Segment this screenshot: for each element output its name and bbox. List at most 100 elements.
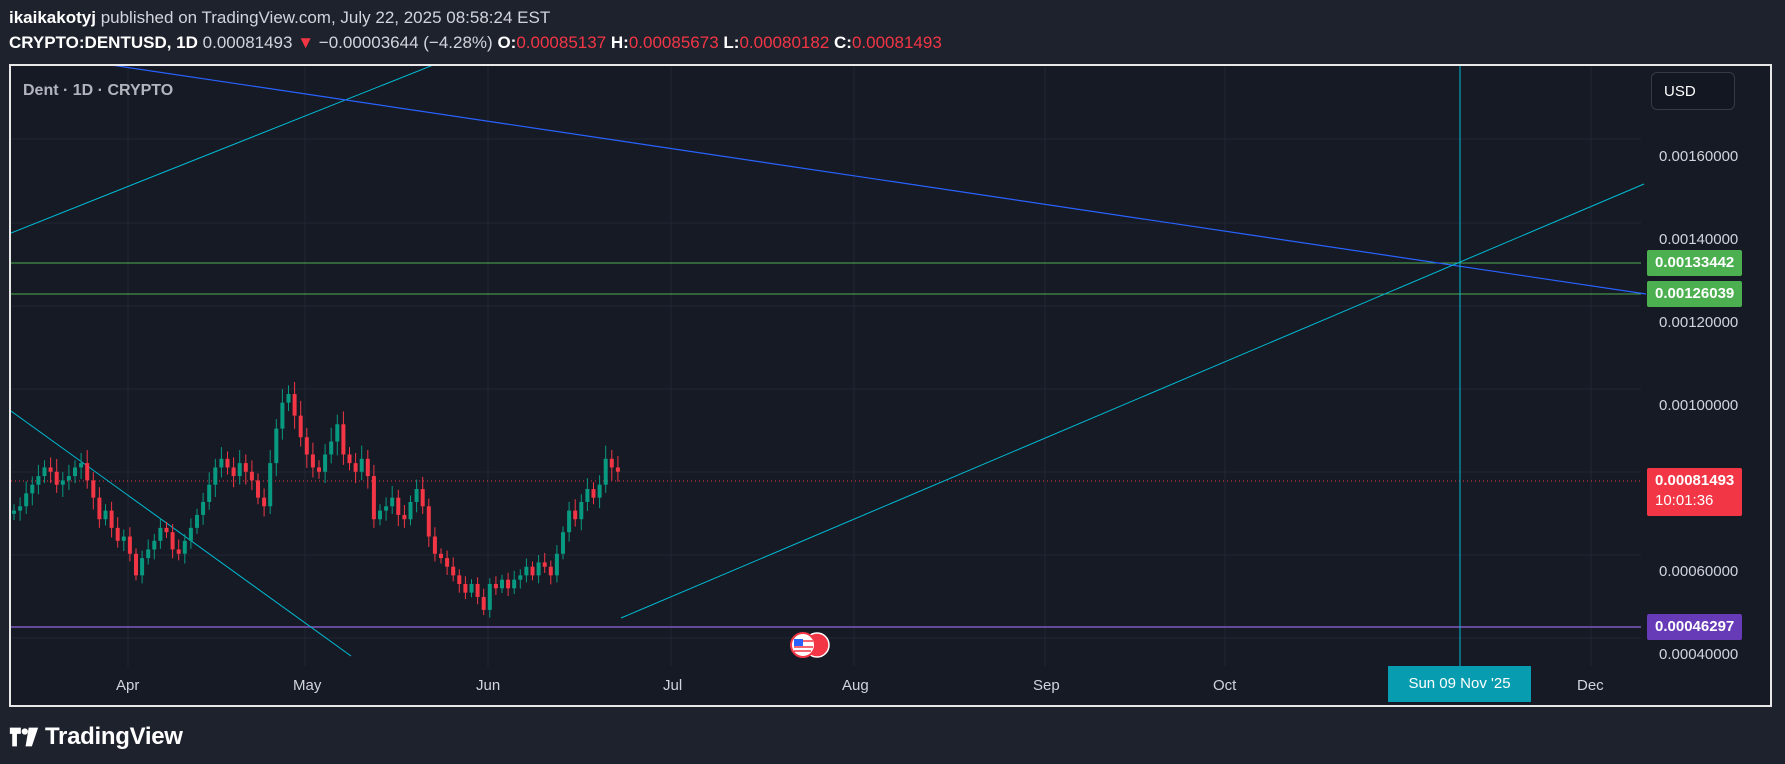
candle-body	[188, 527, 193, 541]
candle-body	[365, 458, 370, 477]
price-label-level-2[interactable]: 0.00126039	[1647, 281, 1743, 307]
candle-body	[530, 566, 535, 576]
candle-body	[536, 562, 541, 576]
candle-body	[518, 575, 523, 580]
economic-events[interactable]	[783, 630, 843, 660]
candle-body	[384, 506, 389, 511]
footer: TradingView	[9, 722, 183, 752]
candle-body	[274, 428, 279, 464]
publish-info: ikaikakotyj published on TradingView.com…	[9, 8, 550, 28]
candle-body	[445, 558, 450, 567]
y-tick-label: 0.00120000	[1659, 314, 1739, 331]
candle-body	[109, 510, 114, 528]
candle-body	[378, 510, 382, 520]
candle-body	[36, 476, 41, 485]
candle-body	[439, 553, 443, 559]
price-label-support[interactable]: 0.00046297	[1647, 614, 1743, 640]
candle-body	[591, 489, 596, 498]
candle-body	[237, 463, 242, 477]
candle-body	[506, 579, 511, 589]
candle-body	[567, 510, 572, 533]
candle-body	[91, 480, 96, 498]
chart-canvas[interactable]	[11, 66, 1770, 705]
chart-legend-title[interactable]: Dent · 1D · CRYPTO	[23, 82, 174, 99]
candle-body	[469, 583, 474, 593]
candle-body	[146, 549, 151, 559]
candle-body	[158, 527, 163, 541]
trendline-falling-cyan	[11, 410, 352, 657]
candle-body	[12, 510, 16, 514]
high-value: 0.00085673	[628, 33, 719, 52]
candle-body	[48, 467, 53, 472]
candle-body	[329, 441, 334, 455]
x-tick-label: Aug	[842, 677, 869, 694]
change-down-icon: ▼	[297, 33, 315, 52]
candle-body	[347, 454, 352, 464]
candle-body	[292, 394, 297, 416]
x-tick-label: May	[293, 677, 322, 694]
candle-body	[359, 458, 364, 472]
open-label: O:	[497, 33, 517, 52]
candle-body	[225, 458, 230, 468]
candle-body	[103, 510, 108, 520]
author-name[interactable]: ikaikakotyj	[9, 8, 96, 27]
candle-body	[54, 471, 59, 485]
candle-body	[66, 476, 71, 481]
candle-body	[219, 458, 224, 468]
chart-pane[interactable]: Dent · 1D · CRYPTO USD 0.00160000 0.0014…	[9, 64, 1772, 707]
candle-body	[42, 467, 47, 477]
x-tick-label: Dec	[1577, 677, 1604, 694]
candle-body	[512, 579, 517, 589]
candle-body	[127, 536, 132, 554]
price-change: −0.00003644 (−4.28%)	[318, 33, 493, 52]
candle-body	[97, 497, 102, 520]
candle-body	[573, 510, 578, 520]
candle-body	[256, 480, 260, 498]
candle-body	[176, 549, 181, 554]
candle-body	[310, 454, 315, 468]
symbol-name[interactable]: CRYPTO:DENTUSD, 1D	[9, 33, 198, 52]
candle-body	[280, 402, 285, 429]
candle-body	[463, 583, 468, 593]
candle-body	[85, 463, 90, 481]
publish-text: published on TradingView.com, July 22, 2…	[100, 8, 551, 27]
y-tick-label: 0.00100000	[1659, 397, 1739, 414]
candlestick-series	[12, 381, 620, 618]
candle-body	[408, 501, 413, 520]
candle-body	[603, 458, 608, 485]
candle-body	[249, 471, 254, 481]
x-tick-label: Jun	[476, 677, 501, 694]
candle-body	[609, 458, 614, 468]
tradingview-logo-icon[interactable]	[9, 726, 39, 748]
y-tick-label: 0.00160000	[1659, 148, 1739, 165]
high-label: H:	[610, 33, 629, 52]
trendline-falling-blue	[113, 66, 1647, 295]
candle-body	[164, 527, 169, 533]
candle-body	[585, 489, 590, 502]
candle-body	[18, 506, 23, 511]
candle-body	[304, 437, 309, 455]
currency-button[interactable]: USD	[1651, 72, 1735, 110]
candle-body	[396, 497, 401, 515]
current-price-label[interactable]: 0.00081493 10:01:36	[1647, 468, 1743, 516]
candle-body	[170, 532, 175, 550]
candle-body	[60, 480, 65, 485]
x-tick-label: Jul	[663, 677, 683, 694]
candle-body	[524, 566, 529, 576]
candle-body	[615, 467, 620, 472]
candle-body	[426, 506, 431, 537]
price-label-level-1[interactable]: 0.00133442	[1647, 250, 1743, 276]
candle-body	[554, 553, 559, 576]
brand-name[interactable]: TradingView	[45, 723, 183, 750]
candle-body	[335, 424, 340, 442]
candle-body	[542, 562, 547, 567]
candle-body	[115, 527, 120, 541]
candle-body	[481, 596, 486, 610]
candle-body	[323, 454, 328, 472]
crosshair-date-label: Sun 09 Nov '25	[1388, 666, 1531, 702]
x-tick-label: Oct	[1213, 677, 1237, 694]
candle-body	[500, 579, 504, 589]
y-tick-label: 0.00060000	[1659, 563, 1739, 580]
candle-body	[298, 415, 303, 438]
low-label: L:	[723, 33, 740, 52]
